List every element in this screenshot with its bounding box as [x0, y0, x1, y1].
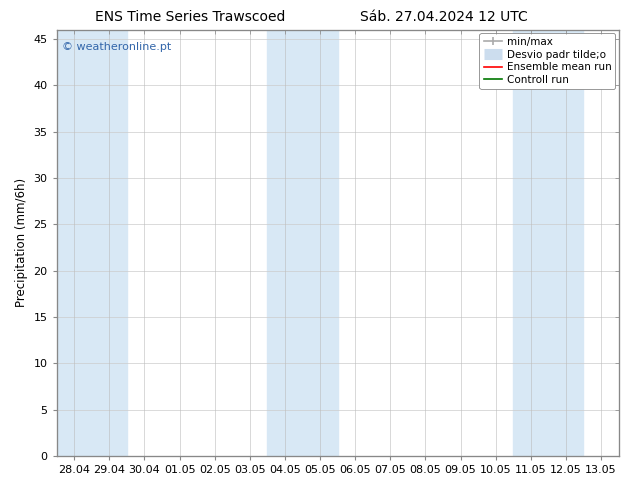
Text: Sáb. 27.04.2024 12 UTC: Sáb. 27.04.2024 12 UTC [360, 10, 527, 24]
Text: © weatheronline.pt: © weatheronline.pt [62, 43, 172, 52]
Y-axis label: Precipitation (mm/6h): Precipitation (mm/6h) [15, 178, 28, 307]
Bar [513, 30, 583, 456]
Text: ENS Time Series Trawscoed: ENS Time Series Trawscoed [95, 10, 285, 24]
Legend: min/max, Desvio padr tilde;o, Ensemble mean run, Controll run: min/max, Desvio padr tilde;o, Ensemble m… [479, 33, 616, 89]
Bar [56, 30, 127, 456]
Bar [268, 30, 338, 456]
